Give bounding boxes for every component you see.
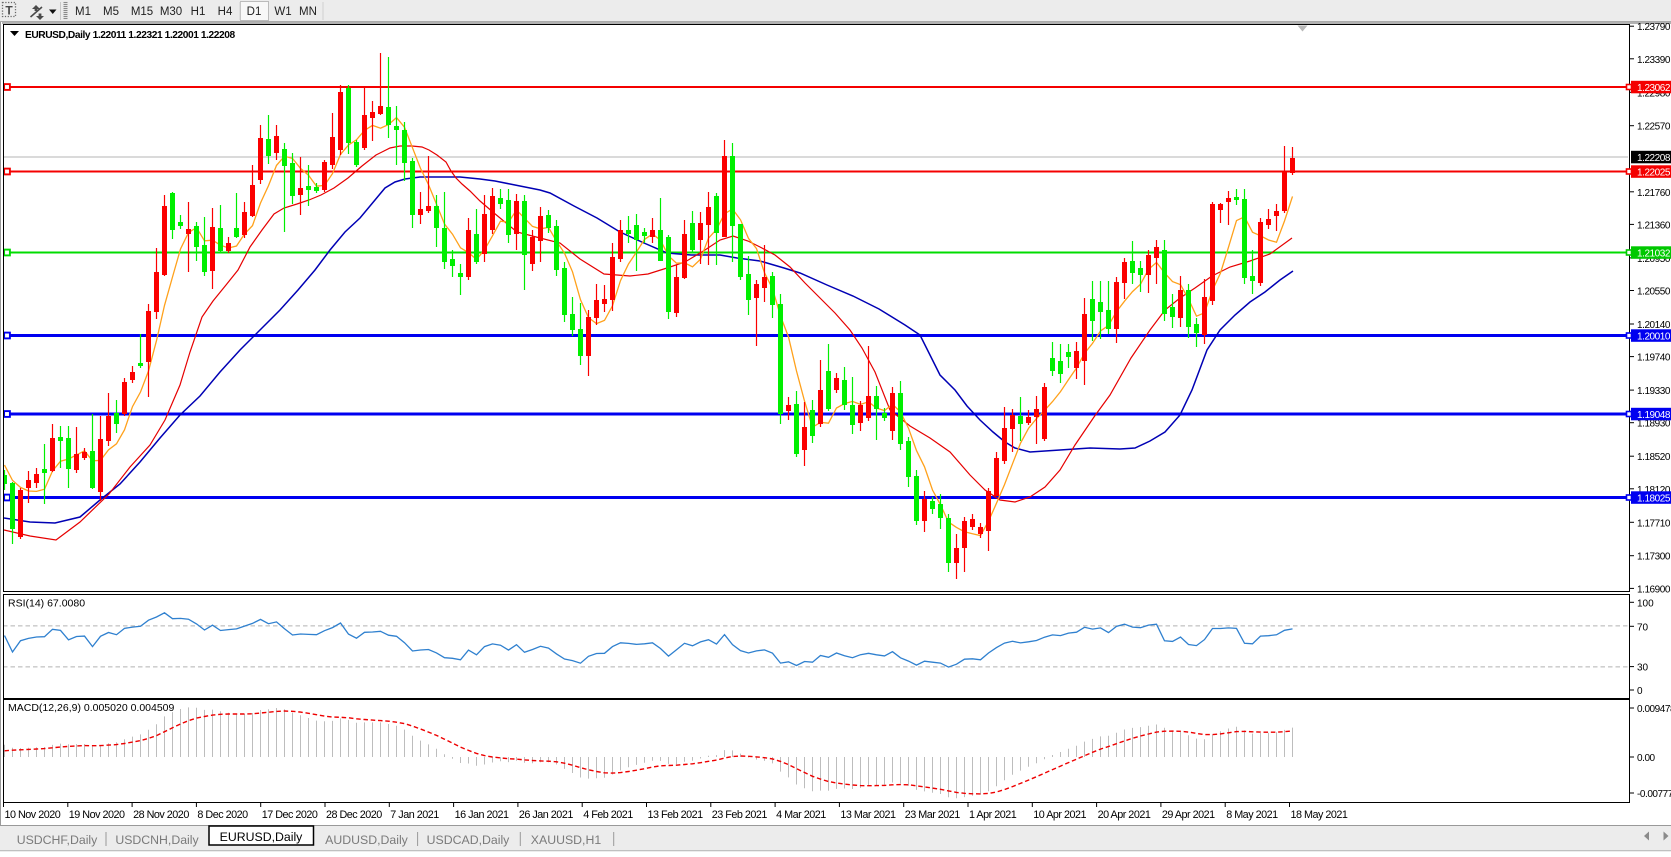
svg-text:EURUSD,Daily 1.22011 1.22321: EURUSD,Daily 1.22011 1.22321 1.22001 1.2… <box>25 30 236 41</box>
svg-text:1 Apr 2021: 1 Apr 2021 <box>969 809 1017 821</box>
svg-text:26 Jan 2021: 26 Jan 2021 <box>519 809 573 821</box>
svg-text:0: 0 <box>1637 686 1643 697</box>
svg-text:1.22025: 1.22025 <box>1637 168 1671 179</box>
svg-text:M15: M15 <box>131 6 153 18</box>
svg-text:XAUUSD,H1: XAUUSD,H1 <box>531 833 602 847</box>
svg-text:1.17710: 1.17710 <box>1637 518 1671 529</box>
svg-text:28 Dec 2020: 28 Dec 2020 <box>326 809 382 821</box>
svg-text:MN: MN <box>299 6 317 18</box>
svg-text:1.23790: 1.23790 <box>1637 22 1671 33</box>
svg-text:M30: M30 <box>160 6 182 18</box>
svg-text:1.22980: 1.22980 <box>1637 88 1671 99</box>
svg-text:10 Nov 2020: 10 Nov 2020 <box>5 809 61 821</box>
svg-text:MACD(12,26,9) 0.005020 0.00450: MACD(12,26,9) 0.005020 0.004509 <box>8 702 175 714</box>
svg-text:100: 100 <box>1637 598 1654 609</box>
svg-text:USDCAD,Daily: USDCAD,Daily <box>427 833 511 847</box>
svg-text:18 May 2021: 18 May 2021 <box>1291 809 1348 821</box>
svg-text:1.19330: 1.19330 <box>1637 386 1671 397</box>
svg-text:1.20550: 1.20550 <box>1637 287 1671 298</box>
svg-text:1.18930: 1.18930 <box>1637 419 1671 430</box>
svg-text:RSI(14) 67.0080: RSI(14) 67.0080 <box>8 598 85 610</box>
svg-text:8 May 2021: 8 May 2021 <box>1226 809 1278 821</box>
svg-text:EURUSD,Daily: EURUSD,Daily <box>220 830 304 844</box>
svg-text:17 Dec 2020: 17 Dec 2020 <box>262 809 318 821</box>
svg-text:19 Nov 2020: 19 Nov 2020 <box>69 809 125 821</box>
svg-text:1.22208: 1.22208 <box>1637 153 1671 164</box>
svg-text:1.19740: 1.19740 <box>1637 353 1671 364</box>
svg-text:16 Jan 2021: 16 Jan 2021 <box>455 809 509 821</box>
svg-text:1.20010: 1.20010 <box>1637 332 1671 343</box>
svg-text:1.18520: 1.18520 <box>1637 452 1671 463</box>
svg-text:1.20950: 1.20950 <box>1637 254 1671 265</box>
svg-text:70: 70 <box>1637 622 1649 633</box>
svg-text:AUDUSD,Daily: AUDUSD,Daily <box>325 833 409 847</box>
svg-text:23 Mar 2021: 23 Mar 2021 <box>905 809 961 821</box>
svg-text:1.16900: 1.16900 <box>1637 584 1671 595</box>
svg-text:1.18025: 1.18025 <box>1637 494 1671 505</box>
svg-text:4 Mar 2021: 4 Mar 2021 <box>776 809 826 821</box>
svg-text:7 Jan 2021: 7 Jan 2021 <box>390 809 439 821</box>
svg-text:H1: H1 <box>191 6 206 18</box>
svg-text:0.00: 0.00 <box>1637 753 1656 764</box>
svg-text:8 Dec 2020: 8 Dec 2020 <box>197 809 248 821</box>
svg-text:D1: D1 <box>247 6 262 18</box>
svg-text:30: 30 <box>1637 663 1649 674</box>
svg-text:1.22570: 1.22570 <box>1637 122 1671 133</box>
svg-text:4 Feb 2021: 4 Feb 2021 <box>583 809 633 821</box>
svg-text:23 Feb 2021: 23 Feb 2021 <box>712 809 768 821</box>
svg-text:W1: W1 <box>274 6 291 18</box>
svg-text:-0.007778: -0.007778 <box>1637 789 1671 800</box>
svg-text:M1: M1 <box>75 6 91 18</box>
svg-text:1.23390: 1.23390 <box>1637 55 1671 66</box>
svg-text:1.18120: 1.18120 <box>1637 485 1671 496</box>
svg-text:13 Feb 2021: 13 Feb 2021 <box>648 809 704 821</box>
svg-text:USDCNH,Daily: USDCNH,Daily <box>115 833 199 847</box>
svg-text:1.20140: 1.20140 <box>1637 320 1671 331</box>
svg-text:1.21032: 1.21032 <box>1637 249 1671 260</box>
svg-text:1.17300: 1.17300 <box>1637 552 1671 563</box>
svg-text:28 Nov 2020: 28 Nov 2020 <box>133 809 189 821</box>
svg-text:29 Apr 2021: 29 Apr 2021 <box>1162 809 1215 821</box>
svg-text:1.19048: 1.19048 <box>1637 410 1671 421</box>
svg-text:13 Mar 2021: 13 Mar 2021 <box>840 809 896 821</box>
svg-text:20 Apr 2021: 20 Apr 2021 <box>1098 809 1151 821</box>
svg-text:M5: M5 <box>103 6 119 18</box>
svg-text:USDCHF,Daily: USDCHF,Daily <box>17 833 98 847</box>
svg-text:1.21360: 1.21360 <box>1637 220 1671 231</box>
svg-text:H4: H4 <box>218 6 233 18</box>
svg-text:1.21760: 1.21760 <box>1637 188 1671 199</box>
svg-text:1.23062: 1.23062 <box>1637 83 1671 94</box>
svg-text:10 Apr 2021: 10 Apr 2021 <box>1033 809 1086 821</box>
svg-text:0.009478: 0.009478 <box>1637 704 1671 715</box>
svg-text:T: T <box>5 4 13 18</box>
